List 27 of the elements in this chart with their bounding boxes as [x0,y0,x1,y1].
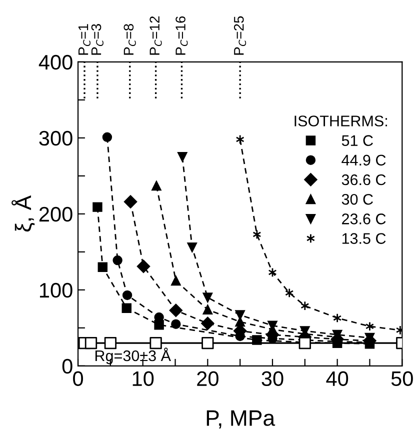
legend-label: 30 C [342,194,373,205]
ref-line-label: P$_{C}$=12 [150,16,162,55]
y-tick-label: 100 [40,282,72,298]
legend-label: 36.6 C [342,174,386,186]
ref-line-label: P$_{C}$=25 [234,16,246,55]
x-tick-label: 10 [132,371,154,386]
y-tick-label: 400 [38,54,72,70]
ref-line-label: P$_{C}$=16 [176,16,188,55]
legend-title: ISOTHERMS: [294,116,387,126]
x-tick-label: 50 [391,371,413,386]
legend-label: 13.5 C [342,233,386,244]
x-axis-title: P, MPa [206,410,276,429]
legend-label: 23.6 C [342,214,386,224]
x-tick-label: 0 [73,371,83,386]
y-axis-title: ξ, Å [12,195,35,232]
ref-line-label: P$_{C}$=3 [91,24,104,55]
legend-label: 44.9 C [342,154,386,166]
x-tick-label: 20 [197,371,218,386]
ref-line-label: Rg=30±3 Å [95,348,171,364]
y-tick-label: 200 [39,206,72,222]
ref-line-label: P$_{C}$=8 [124,24,136,55]
y-tick-label: 0 [62,358,72,374]
y-tick-label: 300 [39,130,72,146]
x-tick-label: 30 [262,371,284,386]
legend-label: 51 C [342,135,373,146]
x-tick-label: 40 [326,371,348,386]
ref-line-label: P$_{C}$=1 [78,24,90,55]
